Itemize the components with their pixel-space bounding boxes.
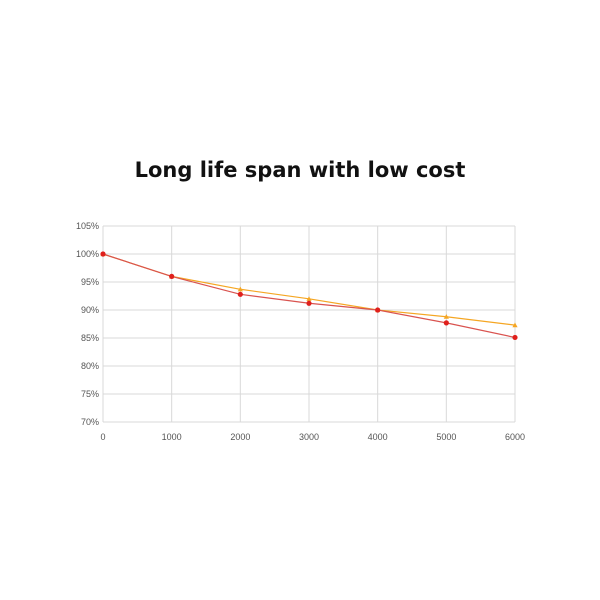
series-1-point bbox=[512, 334, 518, 341]
series-1-point bbox=[306, 300, 312, 306]
x-tick-label: 2000 bbox=[230, 432, 250, 442]
y-tick-label: 70% bbox=[81, 417, 99, 427]
chart-title: Long life span with low cost bbox=[134, 158, 466, 182]
series-1-point bbox=[169, 273, 175, 279]
series-0-point bbox=[512, 322, 518, 328]
series-1-point bbox=[237, 291, 243, 297]
x-tick-label: 0 bbox=[100, 432, 105, 442]
y-tick-label: 100% bbox=[76, 249, 99, 259]
x-tick-label: 3000 bbox=[299, 432, 319, 442]
x-tick-label: 1000 bbox=[162, 432, 182, 442]
x-tick-label: 4000 bbox=[368, 432, 388, 442]
y-tick-label: 105% bbox=[76, 221, 99, 231]
y-tick-label: 95% bbox=[81, 277, 99, 287]
y-tick-label: 80% bbox=[81, 361, 99, 371]
series-1-point bbox=[443, 320, 449, 326]
series-1-point bbox=[100, 251, 106, 257]
y-tick-label: 75% bbox=[81, 389, 99, 399]
series-1-point bbox=[375, 307, 381, 313]
series-0-point bbox=[306, 296, 312, 301]
series-0-point bbox=[443, 314, 449, 319]
series-0-point bbox=[237, 286, 243, 292]
x-tick-label: 6000 bbox=[505, 432, 525, 442]
x-tick-label: 5000 bbox=[436, 432, 456, 442]
y-tick-label: 90% bbox=[81, 305, 99, 315]
y-tick-label: 85% bbox=[81, 333, 99, 343]
